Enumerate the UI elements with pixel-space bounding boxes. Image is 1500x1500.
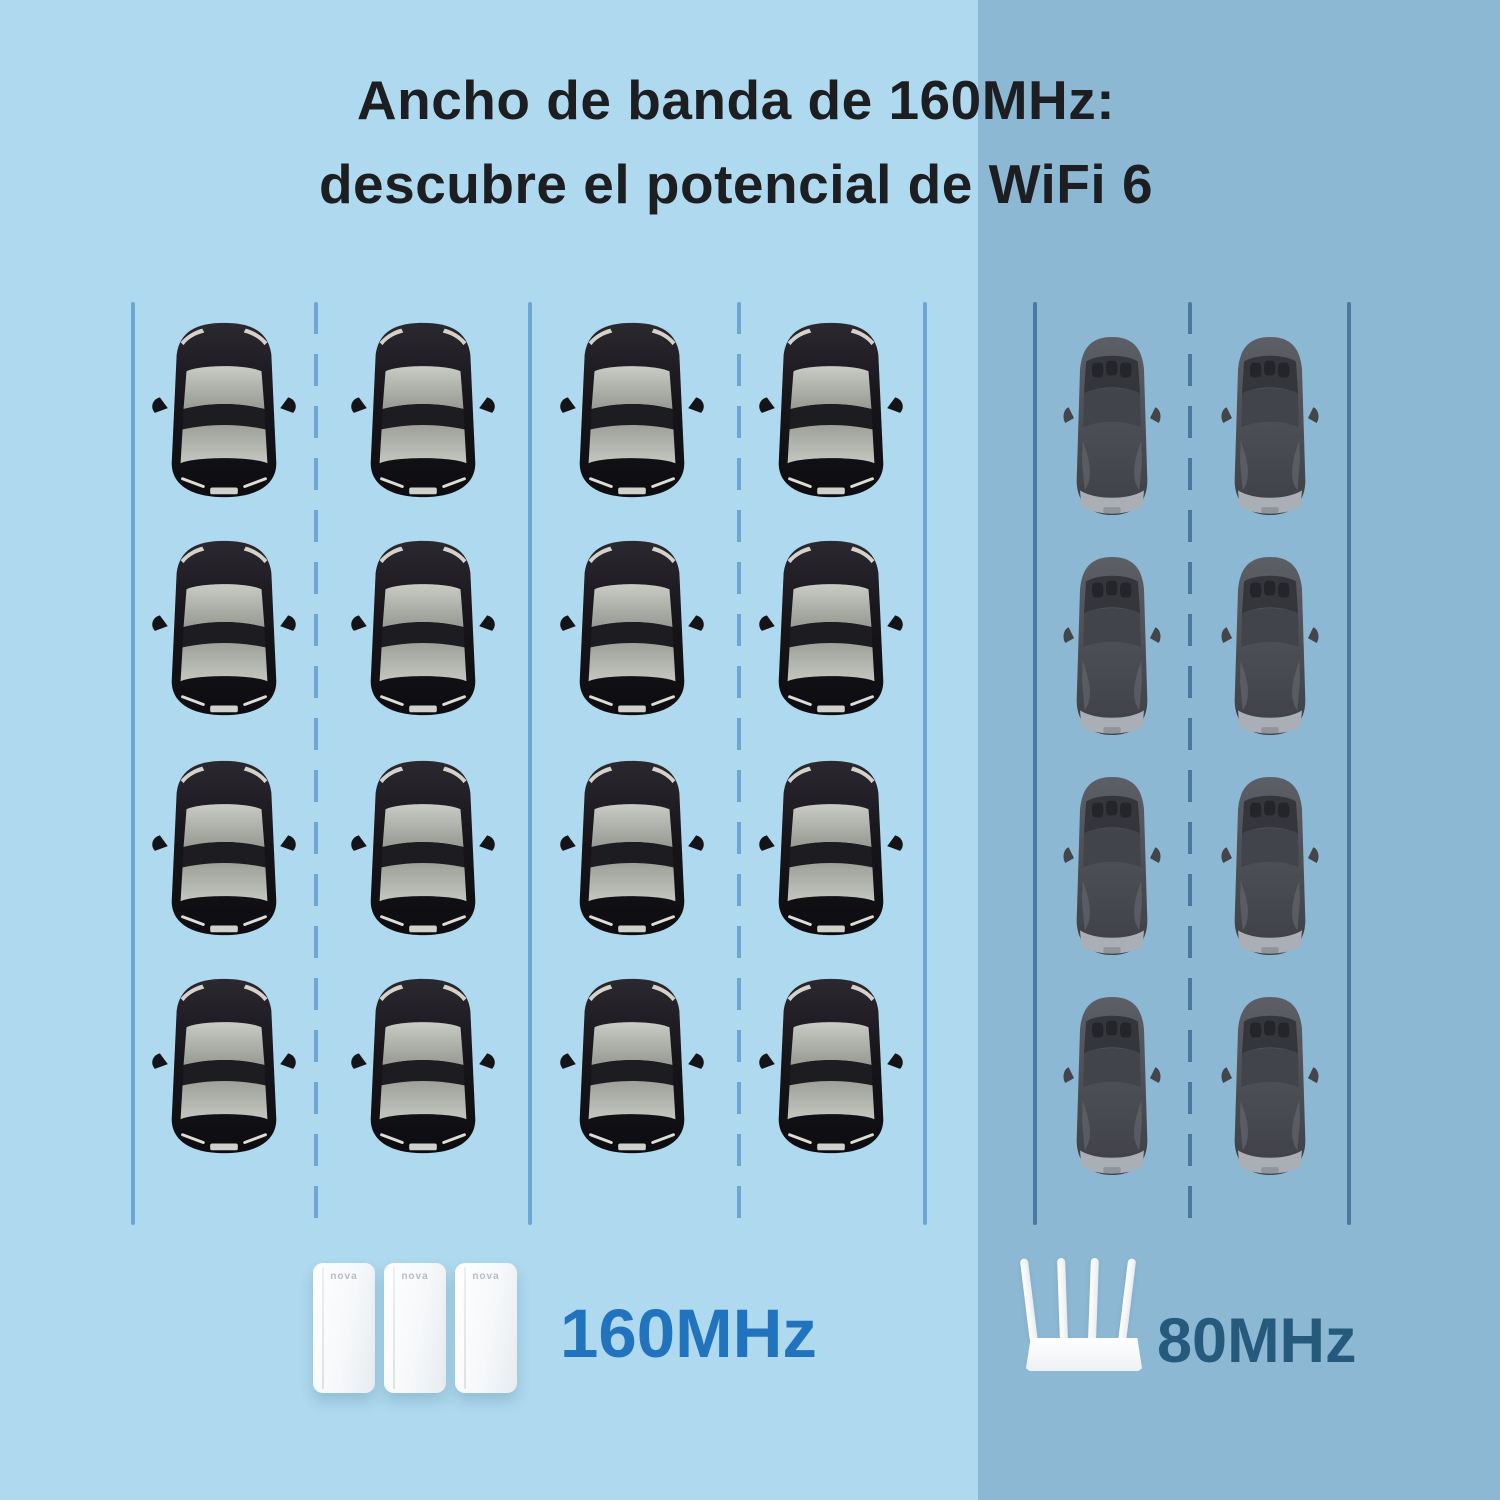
router-antenna xyxy=(1057,1257,1068,1343)
car-top-view-dark xyxy=(558,756,706,940)
car-top-view-dark xyxy=(150,536,298,720)
car-top-view-gray xyxy=(1220,772,1320,960)
right-panel-background xyxy=(978,0,1500,1500)
car-top-view-gray xyxy=(1062,332,1162,520)
nova-logo-text: nova xyxy=(472,1271,500,1282)
car-top-view-dark xyxy=(757,974,905,1158)
car-top-view-dark xyxy=(558,536,706,720)
car-top-view-dark xyxy=(558,318,706,502)
router-body xyxy=(1026,1338,1142,1371)
car-top-view-dark xyxy=(150,756,298,940)
car-top-view-gray xyxy=(1062,552,1162,740)
car-top-view-dark xyxy=(349,536,497,720)
mesh-unit: nova xyxy=(384,1263,446,1393)
car-top-view-dark xyxy=(150,974,298,1158)
car-top-view-dark xyxy=(349,756,497,940)
router-antenna xyxy=(1088,1257,1099,1343)
car-top-view-dark xyxy=(757,318,905,502)
lane-divider-solid xyxy=(1033,302,1037,1225)
car-top-view-dark xyxy=(757,756,905,940)
nova-logo-text: nova xyxy=(401,1271,429,1282)
car-top-view-dark xyxy=(349,974,497,1158)
mesh-unit: nova xyxy=(455,1263,517,1393)
car-top-view-dark xyxy=(150,318,298,502)
car-top-view-gray xyxy=(1062,772,1162,960)
title-line-1: Ancho de banda de 160MHz: xyxy=(356,69,1116,131)
nova-logo-text: nova xyxy=(330,1271,358,1282)
bandwidth-label-160: 160MHz xyxy=(560,1295,817,1372)
router-antenna xyxy=(1019,1258,1038,1343)
lane-divider-dashed xyxy=(314,302,318,1225)
lane-divider-solid xyxy=(131,302,135,1225)
page-title: Ancho de banda de 160MHz: descubre el po… xyxy=(0,58,1472,226)
car-top-view-gray xyxy=(1220,552,1320,740)
car-top-view-dark xyxy=(349,318,497,502)
car-top-view-gray xyxy=(1220,992,1320,1180)
mesh-unit: nova xyxy=(313,1263,375,1393)
car-top-view-dark xyxy=(558,974,706,1158)
lane-divider-solid xyxy=(528,302,532,1225)
router-4-antennas xyxy=(1019,1257,1146,1374)
car-top-view-gray xyxy=(1062,992,1162,1180)
lane-divider-solid xyxy=(923,302,927,1225)
car-top-view-dark xyxy=(757,536,905,720)
mesh-router-3-pack: nova nova nova xyxy=(313,1263,517,1393)
car-top-view-gray xyxy=(1220,332,1320,520)
lane-divider-dashed xyxy=(737,302,741,1225)
router-antenna xyxy=(1118,1258,1137,1343)
lane-divider-dashed xyxy=(1188,302,1192,1225)
title-line-2: descubre el potencial de WiFi 6 xyxy=(318,153,1154,215)
bandwidth-label-80: 80MHz xyxy=(1157,1306,1357,1376)
lane-divider-solid xyxy=(1347,302,1351,1225)
